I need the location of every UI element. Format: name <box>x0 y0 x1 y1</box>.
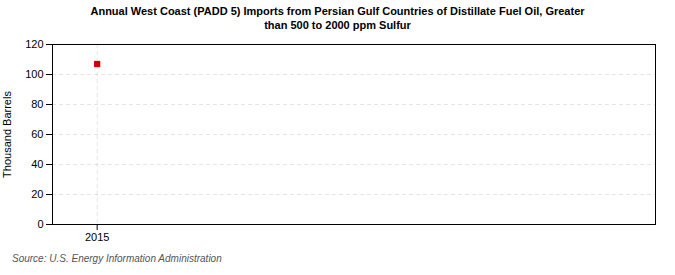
html-text:Annual West Coast (PADD 5) Imp: Annual West Coast (PADD 5) Imports from … <box>90 5 585 31</box>
svg-text:0: 0 <box>37 218 43 230</box>
html-text:Source: U.S. Energy Informatio: Source: U.S. Energy Information Administ… <box>12 253 222 264</box>
svg-text:20: 20 <box>31 188 43 200</box>
svg-text:Thousand Barrels: Thousand Barrels <box>1 91 13 178</box>
svg-text:120: 120 <box>25 38 43 50</box>
svg-text:80: 80 <box>31 98 43 110</box>
svg-text:40: 40 <box>31 158 43 170</box>
svg-text:100: 100 <box>25 68 43 80</box>
svg-text:2015: 2015 <box>85 231 109 243</box>
svg-text:60: 60 <box>31 128 43 140</box>
